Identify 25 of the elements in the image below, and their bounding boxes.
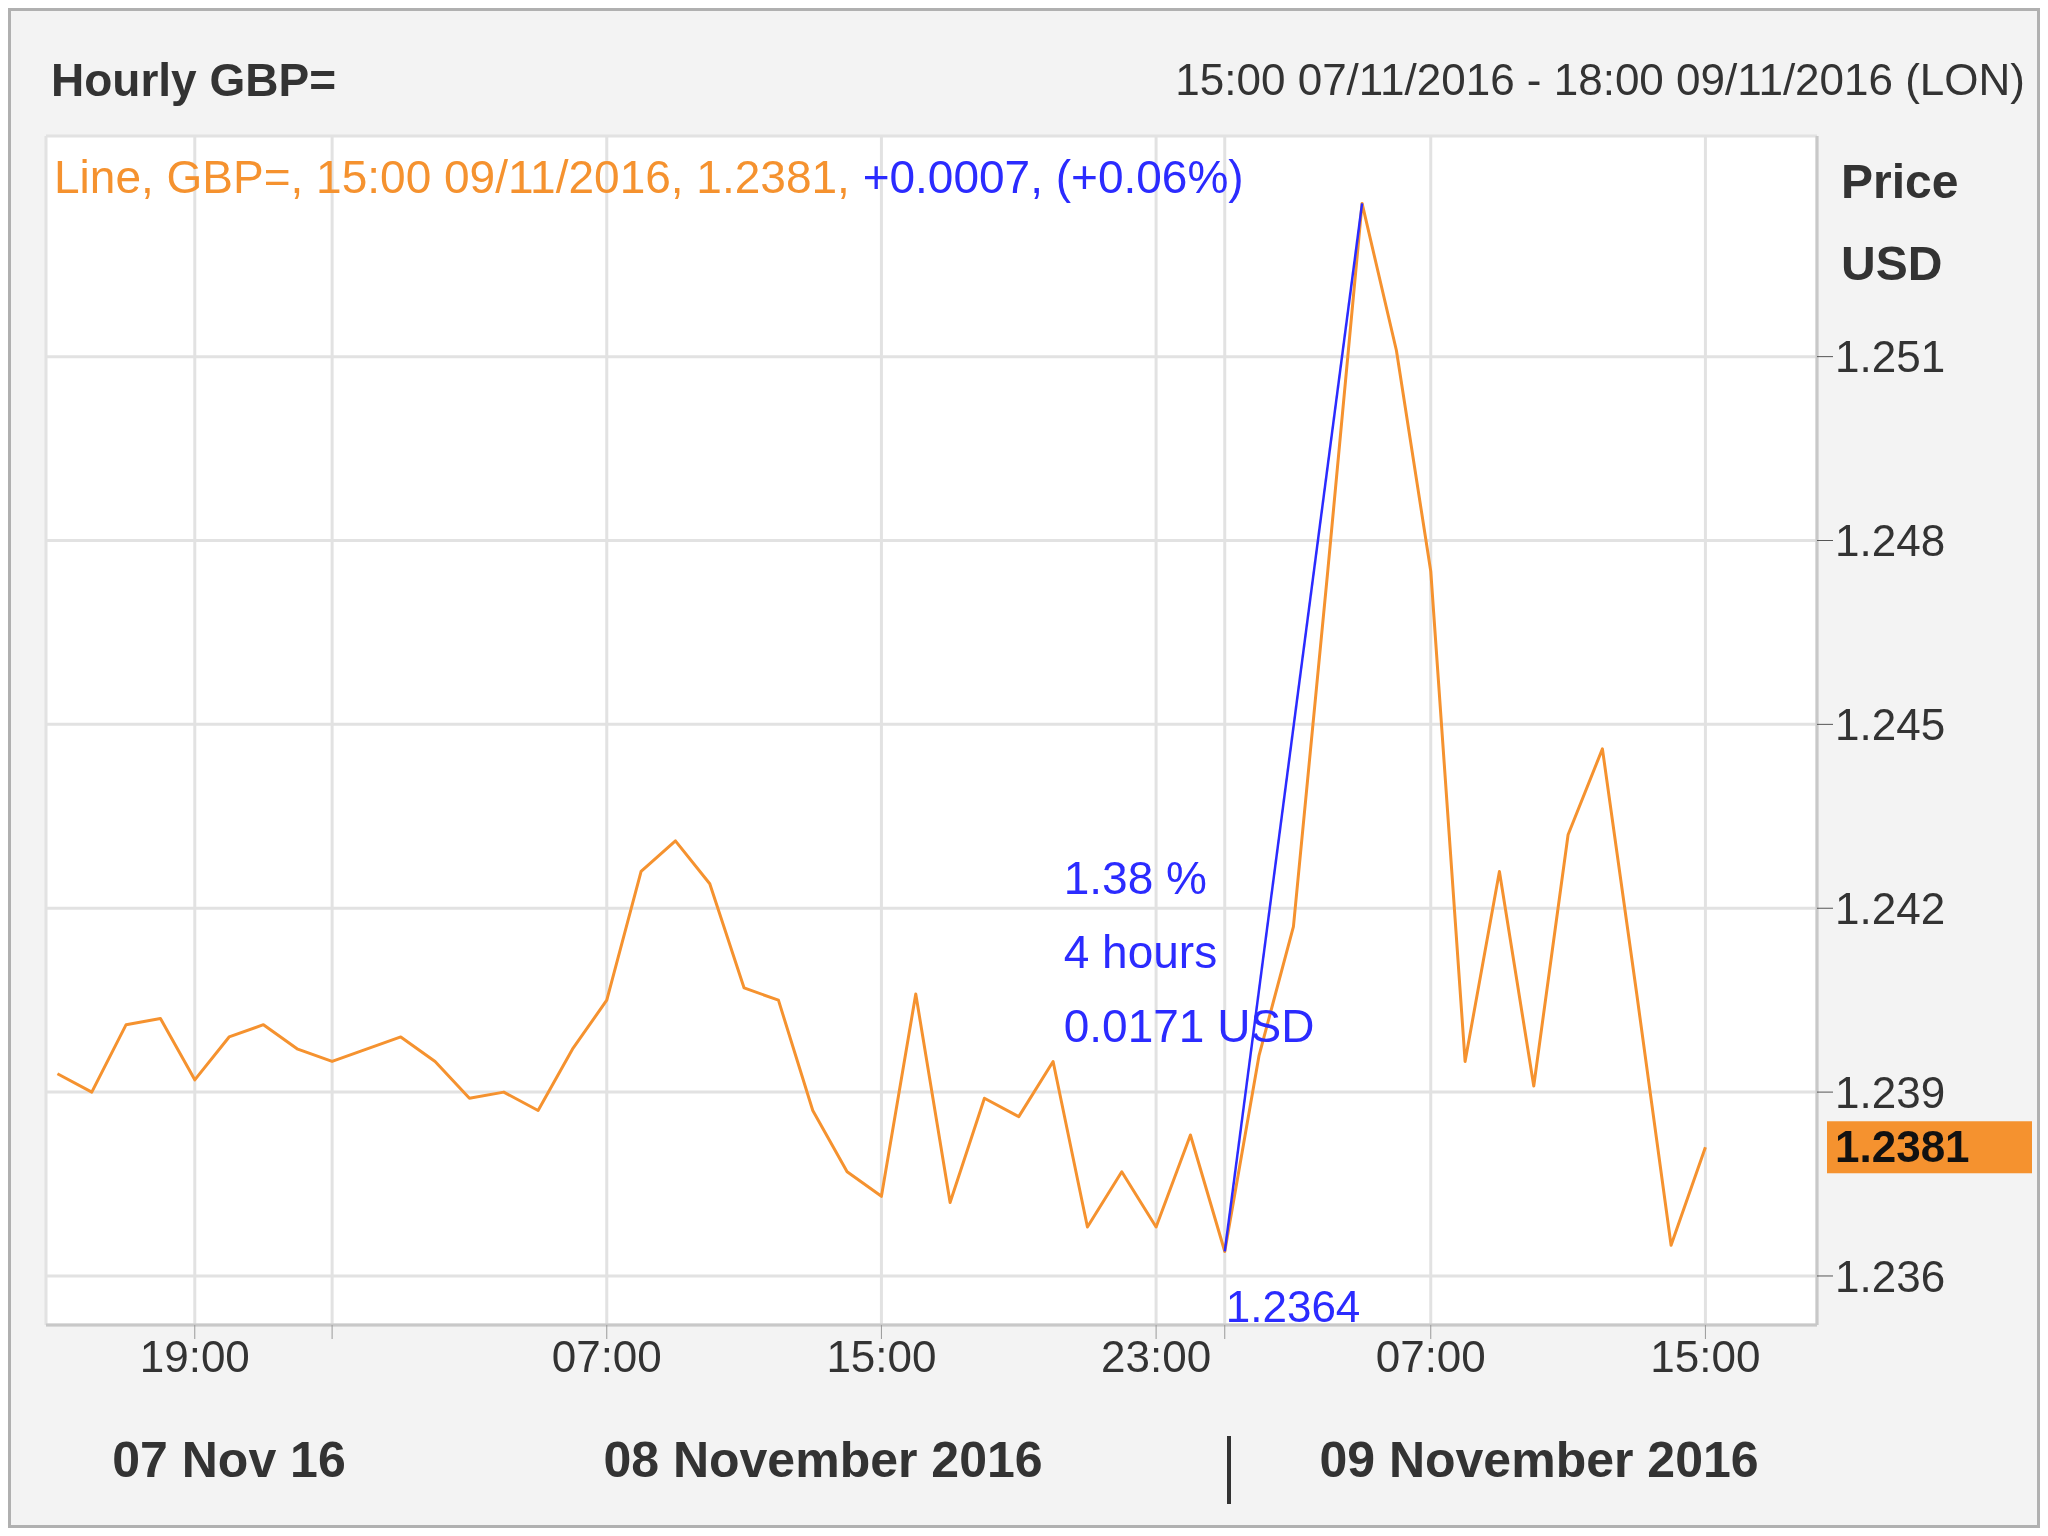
y-axis-title: Price USD	[1841, 155, 1959, 290]
x-tick-label: 15:00	[826, 1332, 937, 1382]
text: 08 November 2016	[603, 1432, 1043, 1488]
annotation: 1.2381	[1835, 1122, 1970, 1172]
y-tick-label: 1.251	[1835, 332, 1946, 382]
chart-subtitle: 15:00 07/11/2016 - 18:00 09/11/2016 (LON)	[1175, 55, 2025, 104]
y-tick-label: 1.242	[1835, 883, 1946, 933]
y-tick-label: 1.236	[1835, 1251, 1946, 1301]
y-tick-label: 1.248	[1835, 516, 1946, 566]
annotation: Line, GBP=, 15:00 09/11/2016, 1.2381,	[54, 151, 850, 203]
x-tick-label: 07:00	[1375, 1332, 1486, 1382]
text: 07 Nov 16	[112, 1432, 346, 1488]
y-tick-label: 1.239	[1835, 1067, 1946, 1117]
line-series	[55, 201, 1707, 1253]
annotation: 1.38 %	[1063, 852, 1207, 904]
x-tick-label: 15:00	[1650, 1332, 1761, 1382]
annotation: +0.0007, (+0.06%)	[862, 151, 1244, 203]
x-tick-label: 19:00	[139, 1332, 250, 1382]
annotation: 1.2364	[1225, 1281, 1361, 1331]
x-tick-label: 23:00	[1101, 1332, 1212, 1382]
text: 09 November 2016	[1319, 1432, 1759, 1488]
annotation: 4 hours	[1063, 926, 1218, 978]
y-tick-label: 1.245	[1835, 699, 1946, 749]
x-tick-label: 07:00	[551, 1332, 662, 1382]
chart-title: Hourly GBP=	[51, 54, 337, 106]
